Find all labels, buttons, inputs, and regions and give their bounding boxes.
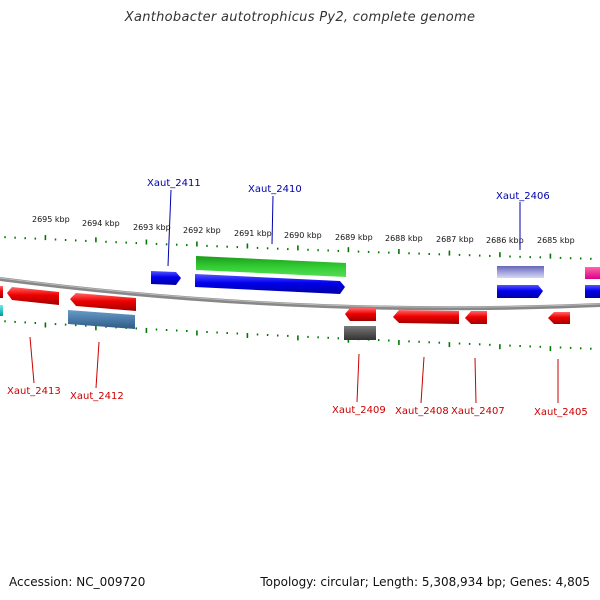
kbp-labels: 2695 kbp 2694 kbp 2693 kbp 2692 kbp 2691… — [32, 215, 575, 245]
kbp-label: 2691 kbp — [234, 229, 272, 238]
kbp-label: 2692 kbp — [183, 226, 221, 235]
kbp-label: 2685 kbp — [537, 236, 575, 245]
gene-feature — [196, 256, 346, 277]
kbp-label: 2694 kbp — [82, 219, 120, 228]
gene-feature — [585, 285, 600, 298]
gene-feature — [7, 287, 59, 305]
gene-feature — [0, 286, 3, 298]
kbp-label: 2693 kbp — [133, 223, 171, 232]
scale-ticks-top — [4, 235, 592, 260]
gene-label: Xaut_2409 — [332, 405, 386, 416]
gene-labels-bottom: Xaut_2413 Xaut_2412 Xaut_2409 Xaut_2408 … — [7, 386, 588, 418]
genome-backbone-highlight — [0, 277, 600, 308]
gene-feature — [345, 308, 376, 321]
gene-feature — [393, 310, 459, 324]
gene-label: Xaut_2405 — [534, 407, 588, 418]
gene-label: Xaut_2407 — [451, 406, 505, 417]
forward-genes — [151, 256, 600, 298]
gene-label: Xaut_2406 — [496, 191, 550, 202]
genome-backbone — [0, 277, 600, 311]
genome-title: Xanthobacter autotrophicus Py2, complete… — [124, 10, 476, 25]
gene-label: Xaut_2408 — [395, 406, 449, 417]
gene-feature — [344, 326, 376, 340]
gene-label: Xaut_2410 — [248, 184, 302, 195]
accession-label: Accession: NC_009720 — [9, 575, 146, 589]
gene-labels-top: Xaut_2411 Xaut_2410 Xaut_2406 — [147, 178, 550, 202]
gene-label: Xaut_2412 — [70, 391, 124, 402]
gene-feature — [0, 305, 3, 316]
kbp-label: 2686 kbp — [486, 236, 524, 245]
gene-feature — [151, 271, 181, 285]
gene-feature — [548, 312, 570, 324]
kbp-label: 2690 kbp — [284, 231, 322, 240]
gene-feature — [465, 311, 487, 324]
reverse-genes — [0, 286, 570, 340]
kbp-label: 2695 kbp — [32, 215, 70, 224]
gene-feature — [195, 274, 345, 294]
kbp-label: 2688 kbp — [385, 234, 423, 243]
genome-summary: Topology: circular; Length: 5,308,934 bp… — [260, 575, 590, 589]
label-leaders — [29, 189, 559, 404]
gene-feature — [68, 310, 135, 329]
kbp-label: 2687 kbp — [436, 235, 474, 244]
gene-feature — [497, 266, 544, 278]
gene-label: Xaut_2413 — [7, 386, 61, 397]
gene-feature — [497, 285, 543, 298]
gene-feature — [70, 293, 136, 311]
gene-feature — [585, 267, 600, 279]
gene-label: Xaut_2411 — [147, 178, 201, 189]
kbp-label: 2689 kbp — [335, 233, 373, 242]
